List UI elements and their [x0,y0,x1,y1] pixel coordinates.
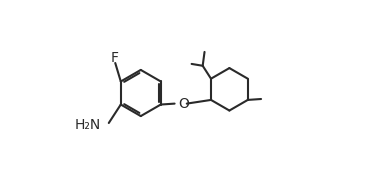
Text: F: F [110,51,118,65]
Text: H₂N: H₂N [75,118,101,132]
Text: O: O [178,97,189,111]
